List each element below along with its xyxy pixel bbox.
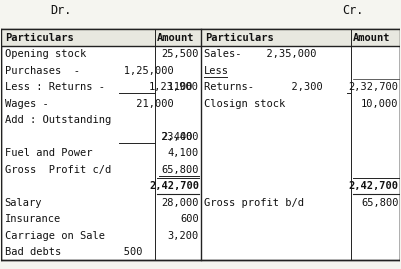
Text: 600: 600	[180, 214, 198, 224]
Text: Fuel and Power: Fuel and Power	[4, 148, 92, 158]
Text: Opening stock: Opening stock	[4, 49, 86, 59]
Bar	[1, 29, 399, 46]
Text: Cr.: Cr.	[341, 4, 363, 17]
Text: 4,100: 4,100	[167, 148, 198, 158]
Text: Purchases  -       1,25,000: Purchases - 1,25,000	[4, 66, 173, 76]
Text: Amount: Amount	[157, 33, 194, 43]
Text: 2,32,700: 2,32,700	[348, 82, 397, 92]
Text: Sales-    2,35,000: Sales- 2,35,000	[204, 49, 316, 59]
Text: Add : Outstanding: Add : Outstanding	[4, 115, 111, 125]
Text: Insurance: Insurance	[4, 214, 61, 224]
Bar	[1, 29, 399, 260]
Text: 2,42,700: 2,42,700	[149, 181, 198, 191]
Text: 2,42,700: 2,42,700	[348, 181, 397, 191]
Text: 10,000: 10,000	[360, 99, 397, 109]
Text: Carriage on Sale: Carriage on Sale	[4, 231, 104, 241]
Text: Gross profit b/d: Gross profit b/d	[204, 198, 304, 208]
Text: Gross  Profit c/d: Gross Profit c/d	[4, 165, 111, 175]
Text: Dr.: Dr.	[51, 4, 72, 17]
Text: Closign stock: Closign stock	[204, 99, 285, 109]
Text: 1,23,900: 1,23,900	[149, 82, 198, 92]
Text: Particulars: Particulars	[205, 33, 273, 43]
Text: 25,500: 25,500	[161, 49, 198, 59]
Text: Salary: Salary	[4, 198, 42, 208]
Text: 3,200: 3,200	[167, 231, 198, 241]
Text: Amount: Amount	[352, 33, 389, 43]
Text: 28,000: 28,000	[161, 198, 198, 208]
Text: Wages -              21,000: Wages - 21,000	[4, 99, 173, 109]
Text: Less : Returns -          1100: Less : Returns - 1100	[4, 82, 192, 92]
Text: Bad debts          500: Bad debts 500	[4, 247, 142, 257]
Text: Returns-      2,300: Returns- 2,300	[204, 82, 322, 92]
Text: Particulars: Particulars	[5, 33, 74, 43]
Text: 2,400: 2,400	[4, 132, 192, 142]
Text: Less: Less	[204, 66, 229, 76]
Text: 65,800: 65,800	[161, 165, 198, 175]
Text: 65,800: 65,800	[360, 198, 397, 208]
Text: 23,400: 23,400	[161, 132, 198, 142]
